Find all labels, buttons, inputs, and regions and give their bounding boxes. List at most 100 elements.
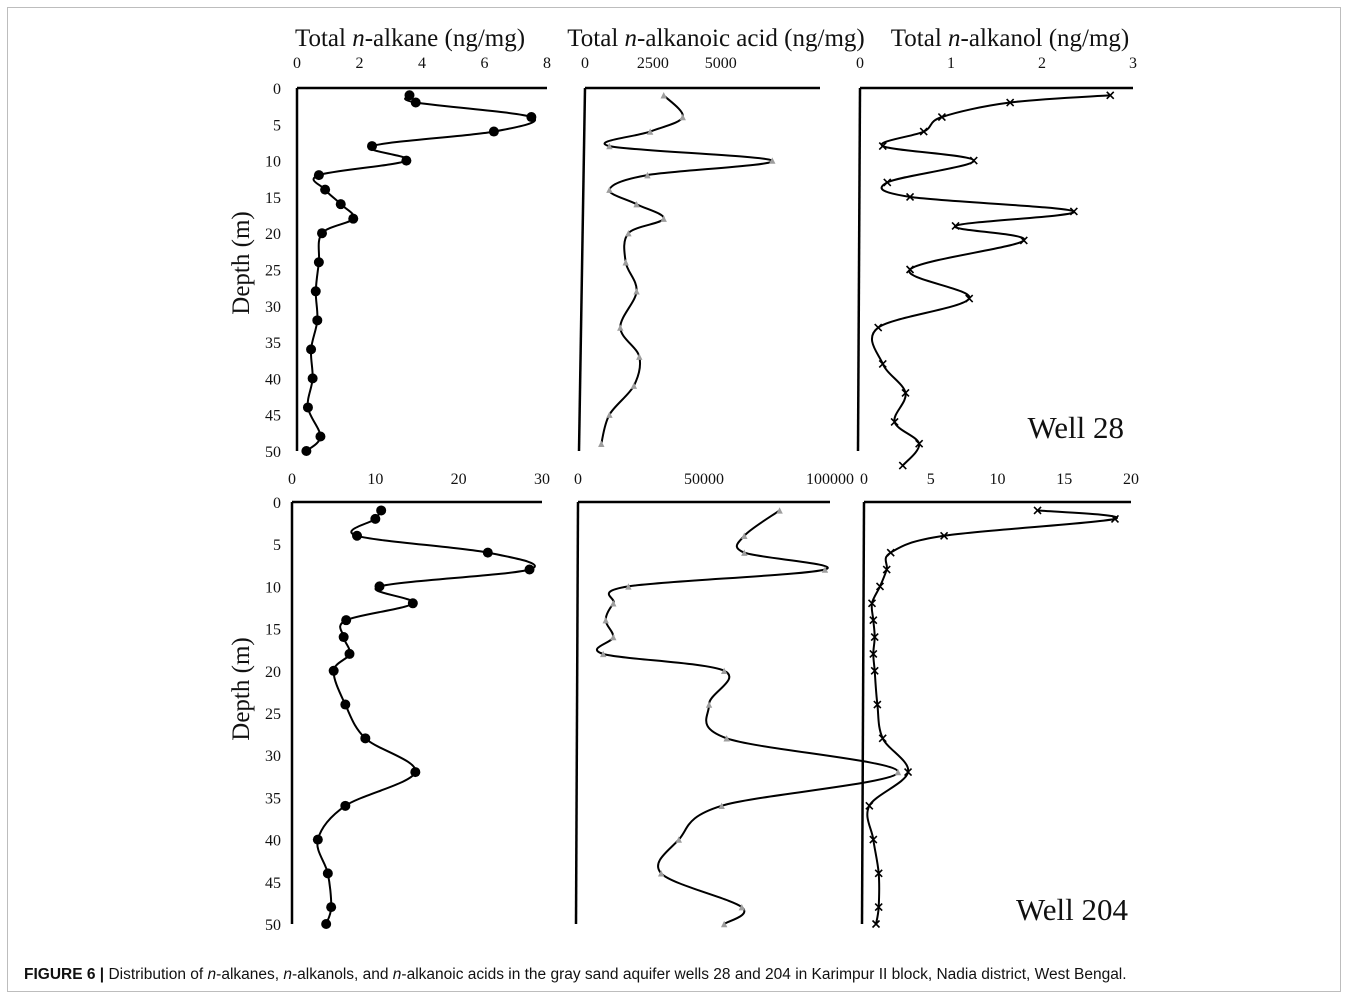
- data-point: [404, 90, 415, 101]
- text-part: -alkanol (ng/mg): [961, 25, 1130, 52]
- x-tick-label: 2: [356, 55, 364, 72]
- data-point: [302, 402, 313, 413]
- x-tick-label: 30: [534, 471, 550, 488]
- caption-text-part: -alkanes,: [216, 966, 284, 983]
- text-part: Total: [295, 25, 352, 52]
- data-point: [901, 388, 910, 397]
- data-point: [940, 531, 949, 540]
- data-point: [313, 257, 324, 268]
- data-point: [338, 632, 349, 643]
- x-tick-label: 100000: [806, 471, 854, 488]
- y-tick-label: 5: [273, 117, 281, 134]
- x-tick-label: 4: [418, 55, 426, 72]
- data-point: [606, 186, 613, 193]
- caption-text-part: n: [283, 966, 292, 983]
- data-point: [679, 113, 686, 121]
- data-point: [488, 126, 499, 137]
- text-part: n: [625, 25, 638, 52]
- data-point: [705, 701, 713, 708]
- data-point: [376, 505, 387, 516]
- y-tick-label: 35: [265, 335, 281, 352]
- y-tick-label: 20: [265, 226, 281, 243]
- data-point: [871, 919, 881, 929]
- data-point: [606, 142, 613, 150]
- data-point: [646, 128, 654, 135]
- y-tick-label: 10: [265, 579, 281, 596]
- series-line: [305, 94, 536, 452]
- x-tick-label: 1: [947, 55, 955, 72]
- data-point: [625, 583, 632, 590]
- data-point: [482, 547, 493, 558]
- data-point: [315, 431, 326, 442]
- data-point: [348, 213, 359, 224]
- data-point: [675, 836, 682, 843]
- text-part: Total: [891, 25, 948, 52]
- data-point: [352, 530, 362, 541]
- y-tick-label: 25: [265, 263, 281, 280]
- y-tick-label: 5: [273, 537, 281, 554]
- data-point: [317, 228, 327, 239]
- data-point: [878, 359, 887, 368]
- data-point: [741, 532, 748, 539]
- data-point: [633, 288, 640, 295]
- data-point: [951, 221, 960, 231]
- data-point: [1106, 91, 1115, 100]
- data-point: [600, 650, 607, 658]
- figure-frame: [7, 7, 1341, 992]
- y-tick-label: 0: [273, 495, 281, 512]
- x-tick-label: 0: [293, 55, 301, 72]
- data-point: [869, 616, 878, 625]
- data-point: [869, 649, 878, 658]
- x-tick-label: 15: [1056, 471, 1072, 488]
- data-point: [606, 411, 613, 418]
- y-axis-line: [574, 501, 580, 925]
- x-tick-label: 3: [1129, 55, 1137, 72]
- column-title: Total n-alkanol (ng/mg): [891, 25, 1129, 52]
- data-point: [883, 178, 892, 187]
- x-tick-label: 10: [367, 471, 383, 488]
- data-point: [878, 734, 887, 743]
- data-point: [821, 566, 829, 573]
- data-point: [905, 192, 915, 201]
- x-tick-label: 5000: [705, 55, 737, 72]
- data-point: [617, 324, 624, 331]
- data-point: [598, 440, 605, 447]
- data-point: [718, 802, 725, 810]
- data-point: [1006, 98, 1015, 107]
- data-point: [898, 461, 907, 470]
- x-tick-label: 0: [856, 55, 864, 72]
- caption-text: Distribution of n-alkanes, n-alkanols, a…: [104, 966, 1126, 983]
- data-point: [660, 215, 667, 222]
- x-tick-label: 20: [1123, 471, 1139, 488]
- track-2: 0 5 10 15 20: [860, 471, 1139, 929]
- data-point: [882, 565, 891, 574]
- data-point: [919, 127, 928, 136]
- data-point: [965, 294, 974, 303]
- data-point: [322, 868, 333, 879]
- data-point: [969, 156, 978, 165]
- x-tick-label: 20: [451, 471, 467, 488]
- x-tick-label: 5: [927, 471, 935, 488]
- x-tick-label: 10: [990, 471, 1006, 488]
- data-point: [622, 259, 629, 266]
- x-tick-label: 0: [288, 471, 296, 488]
- y-tick-label: 25: [265, 706, 281, 723]
- data-point: [625, 230, 632, 237]
- y-tick-label: 40: [265, 833, 281, 850]
- data-point: [312, 315, 323, 326]
- data-point: [320, 184, 331, 195]
- y-tick-label: 0: [273, 81, 281, 98]
- data-point: [410, 767, 421, 778]
- data-point: [610, 600, 617, 607]
- data-point: [367, 141, 377, 152]
- data-point: [328, 665, 339, 676]
- data-point: [301, 446, 312, 456]
- caption-text-part: n: [392, 966, 402, 983]
- data-point: [870, 632, 879, 642]
- y-tick-label: 40: [265, 371, 281, 388]
- y-tick-label: 15: [265, 622, 281, 639]
- data-point: [340, 800, 351, 811]
- data-point: [776, 507, 783, 514]
- x-tick-label: 2500: [637, 55, 669, 72]
- x-tick-label: 8: [543, 55, 551, 72]
